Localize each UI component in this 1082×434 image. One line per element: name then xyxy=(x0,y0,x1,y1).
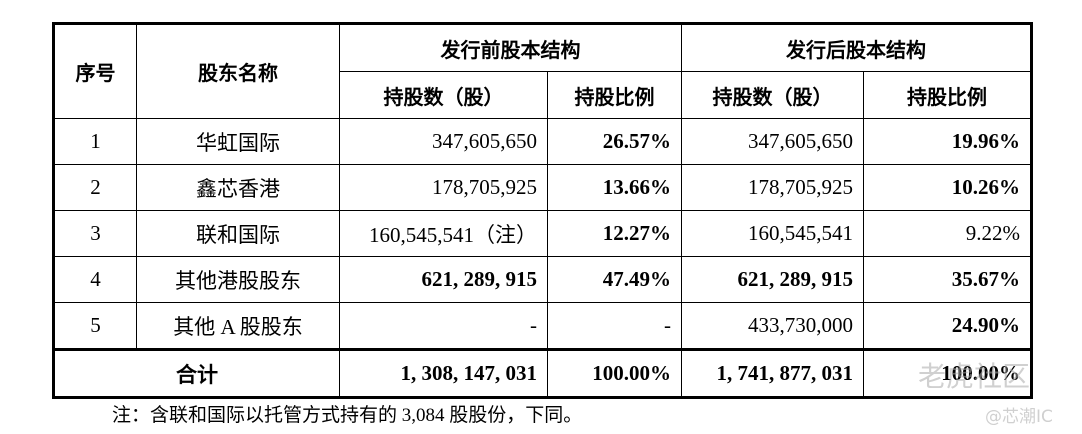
cell: 19.96% xyxy=(863,118,1032,165)
cell: 178,705,925 xyxy=(339,164,548,211)
cell: 1 xyxy=(53,118,137,165)
cell: 621, 289, 915 xyxy=(339,256,548,303)
cell: 3 xyxy=(53,210,137,257)
header-cell: 持股比例 xyxy=(863,71,1032,119)
cell: 10.26% xyxy=(863,164,1032,211)
cell: 178,705,925 xyxy=(681,164,864,211)
shareholder-table: 序号 股东名称 发行前股本结构 发行后股本结构 持股数（股） 持股比例 持股数（… xyxy=(52,22,1033,399)
cell: 9.22% xyxy=(863,210,1032,257)
cell: 1, 308, 147, 031 xyxy=(339,349,548,398)
header-cell: 发行后股本结构 xyxy=(681,23,1032,72)
cell: 1, 741, 877, 031 xyxy=(681,349,864,398)
header-cell: 序号 xyxy=(53,23,137,119)
cell: 4 xyxy=(53,256,137,303)
header-cell: 发行前股本结构 xyxy=(339,23,682,72)
cell: 13.66% xyxy=(547,164,682,211)
cell: 347,605,650 xyxy=(681,118,864,165)
cell: 24.90% xyxy=(863,302,1032,350)
cell: 联和国际 xyxy=(136,210,340,257)
footnote: 注：含联和国际以托管方式持有的 3,084 股股份，下同。 xyxy=(112,405,583,426)
cell: 其他 A 股股东 xyxy=(136,302,340,350)
cell: 12.27% xyxy=(547,210,682,257)
cell: 35.67% xyxy=(863,256,1032,303)
cell: 433,730,000 xyxy=(681,302,864,350)
cell: 5 xyxy=(53,302,137,350)
cell: 2 xyxy=(53,164,137,211)
header-cell: 持股数（股） xyxy=(681,71,864,119)
cell: 华虹国际 xyxy=(136,118,340,165)
watermark: 老虎社区 xyxy=(918,360,1031,393)
header-cell: 股东名称 xyxy=(136,23,340,119)
cell: 100.00% xyxy=(863,349,1032,398)
cell: 160,545,541 xyxy=(681,210,864,257)
header-cell: 持股数（股） xyxy=(339,71,548,119)
cell: 160,545,541（注） xyxy=(339,210,548,257)
header-cell: 持股比例 xyxy=(547,71,682,119)
cell: - xyxy=(547,302,682,350)
cell: 其他港股股东 xyxy=(136,256,340,303)
cell: 347,605,650 xyxy=(339,118,548,165)
watermark: @芯潮IC xyxy=(985,407,1053,427)
cell: 26.57% xyxy=(547,118,682,165)
cell: 鑫芯香港 xyxy=(136,164,340,211)
cell: 100.00% xyxy=(547,349,682,398)
cell: 47.49% xyxy=(547,256,682,303)
cell: - xyxy=(339,302,548,350)
total-label: 合计 xyxy=(53,349,340,398)
cell: 621, 289, 915 xyxy=(681,256,864,303)
